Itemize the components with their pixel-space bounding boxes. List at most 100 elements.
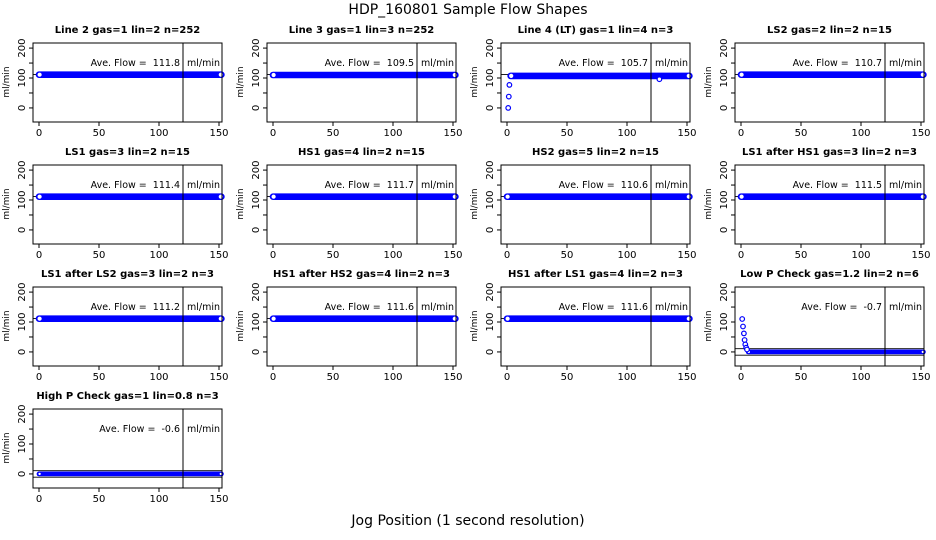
subplot-line-3: Line 3 gas=1 lin=3 n=252 0 50 100 150 0 100 200… — [234, 20, 468, 142]
x-tick-label: 50 — [561, 128, 574, 139]
y-tick-label: 200 — [485, 283, 496, 302]
flow-band — [35, 193, 225, 200]
panel-title: Line 3 gas=1 lin=3 n=252 — [289, 25, 435, 36]
plot-box — [500, 42, 691, 123]
flow-band — [35, 315, 225, 322]
ave-flow-unit: ml/min — [187, 302, 220, 313]
x-tick-label: 0 — [504, 372, 510, 383]
panel-title: Low P Check gas=1.2 lin=2 n=6 — [740, 269, 919, 280]
ave-flow-unit: ml/min — [655, 302, 688, 313]
x-tick-label: 150 — [911, 128, 930, 139]
subplot-ls1: LS1 gas=3 lin=2 n=15 0 50 100 150 0 100 200 ml/m… — [0, 142, 234, 264]
plot-box — [32, 286, 223, 367]
panel-title: High P Check gas=1 lin=0.8 n=3 — [36, 391, 218, 402]
flow-band-start-point — [270, 193, 277, 200]
flow-band — [507, 72, 693, 80]
y-tick-label: 0 — [719, 105, 730, 111]
x-tick-label: 50 — [795, 250, 808, 261]
x-tick-label: 100 — [617, 128, 636, 139]
x-tick-label: 0 — [36, 128, 42, 139]
y-tick-label: 100 — [719, 190, 730, 209]
flow-band — [269, 71, 459, 79]
y-axis-unit-label: ml/min — [2, 310, 12, 341]
subplot-line-4-lt: Line 4 (LT) gas=1 lin=4 n=3 0 50 100 150 0 100… — [468, 20, 702, 142]
panel-title: Line 2 gas=1 lin=2 n=252 — [55, 25, 201, 36]
y-tick-label: 200 — [251, 161, 262, 180]
x-tick-label: 150 — [443, 372, 462, 383]
flow-point — [656, 76, 663, 83]
y-tick-label: 200 — [17, 405, 28, 424]
y-axis-unit-label: ml/min — [2, 188, 12, 219]
flow-band-end-point — [685, 315, 692, 322]
x-tick-label: 100 — [851, 128, 870, 139]
y-axis-unit-label: ml/min — [470, 188, 480, 219]
subplot-ls1-after-hs1: LS1 after HS1 gas=3 lin=2 n=3 0 50 100 150 0 1… — [702, 142, 936, 264]
x-tick-label: 0 — [504, 128, 510, 139]
ave-flow-value: Ave. Flow = 111.6 — [559, 302, 648, 313]
y-axis-unit-label: ml/min — [2, 66, 12, 97]
x-axis-label: Jog Position (1 second resolution) — [351, 513, 585, 529]
y-tick-label: 0 — [251, 227, 262, 233]
flow-band-end-point — [685, 72, 692, 80]
x-tick-label: 100 — [617, 372, 636, 383]
x-tick-label: 100 — [149, 250, 168, 261]
flow-band-start-point — [270, 315, 277, 322]
flow-band-end-point — [919, 71, 926, 78]
y-tick-label: 100 — [485, 190, 496, 209]
y-tick-label: 200 — [719, 161, 730, 180]
plot-box — [500, 164, 691, 245]
y-axis-unit-label: ml/min — [236, 66, 246, 97]
x-tick-label: 0 — [270, 250, 276, 261]
x-tick-label: 100 — [383, 250, 402, 261]
y-axis-unit-label: ml/min — [236, 188, 246, 219]
flow-band-start-point — [738, 193, 745, 200]
flow-band-end-point — [685, 193, 692, 200]
flow-band — [269, 315, 459, 322]
x-tick-label: 50 — [93, 494, 106, 505]
flow-band-start-point — [508, 72, 515, 80]
panel-title: LS1 gas=3 lin=2 n=15 — [65, 147, 190, 158]
x-tick-label: 0 — [36, 494, 42, 505]
y-tick-label: 200 — [485, 39, 496, 58]
flow-point — [741, 330, 747, 337]
y-tick-label: 100 — [17, 434, 28, 453]
subplot-low-p-check: Low P Check gas=1.2 lin=2 n=6 0 50 100 150 0 1… — [702, 264, 936, 386]
flow-point — [505, 104, 512, 111]
subplot-hs1-after-hs2: HS1 after HS2 gas=4 lin=2 n=3 0 50 100 150 0 1… — [234, 264, 468, 386]
x-tick-label: 50 — [795, 128, 808, 139]
ave-flow-value: Ave. Flow = 105.7 — [559, 58, 648, 69]
ave-flow-value: Ave. Flow = -0.6 — [99, 424, 180, 435]
plot-box — [266, 42, 457, 123]
y-tick-label: 100 — [17, 68, 28, 87]
x-tick-label: 0 — [36, 250, 42, 261]
x-tick-label: 150 — [443, 250, 462, 261]
x-tick-label: 100 — [149, 494, 168, 505]
ave-flow-value: Ave. Flow = 111.2 — [91, 302, 180, 313]
plot-box — [734, 164, 925, 245]
y-tick-label: 0 — [485, 105, 496, 111]
ave-flow-value: Ave. Flow = 109.5 — [325, 58, 414, 69]
ave-flow-unit: ml/min — [187, 180, 220, 191]
x-tick-label: 50 — [561, 372, 574, 383]
subplot-ls2: LS2 gas=2 lin=2 n=15 0 50 100 150 0 100 200 ml/m… — [702, 20, 936, 142]
x-tick-label: 0 — [738, 128, 744, 139]
y-tick-label: 200 — [251, 39, 262, 58]
y-tick-label: 0 — [251, 349, 262, 355]
plot-box — [734, 42, 925, 123]
ave-flow-value: Ave. Flow = 111.6 — [325, 302, 414, 313]
ave-flow-unit: ml/min — [421, 180, 454, 191]
flow-band-start-point — [36, 193, 43, 200]
x-tick-label: 50 — [327, 372, 340, 383]
flow-band-start-point — [37, 471, 42, 477]
y-tick-label: 100 — [251, 312, 262, 331]
x-tick-label: 150 — [209, 372, 228, 383]
ave-flow-value: Ave. Flow = 111.4 — [91, 180, 180, 191]
x-tick-label: 50 — [795, 372, 808, 383]
flow-band-end-point — [217, 315, 224, 322]
x-tick-label: 0 — [270, 128, 276, 139]
ave-flow-value: Ave. Flow = 111.5 — [793, 180, 882, 191]
flow-band-end-point — [919, 193, 926, 200]
y-tick-label: 200 — [17, 39, 28, 58]
ave-flow-value: Ave. Flow = 111.7 — [325, 180, 414, 191]
flow-band-start-point — [36, 315, 43, 322]
